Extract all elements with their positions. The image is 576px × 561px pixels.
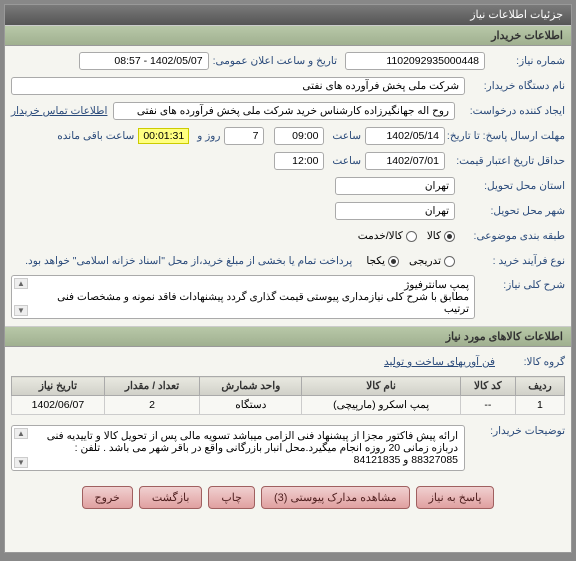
reply-button[interactable]: پاسخ به نیاز — [416, 486, 495, 509]
form-goods: گروه کالا: فن آوریهای ساخت و تولید ردیفک… — [5, 347, 571, 478]
days-suffix: روز و — [193, 130, 220, 142]
table-header: نام کالا — [302, 377, 460, 396]
window-title-bar: جزئیات اطلاعات نیاز — [5, 5, 571, 25]
payment-note: پرداخت تمام یا بخشی از مبلغ خرید،از محل … — [21, 255, 352, 267]
contact-link[interactable]: اطلاعات تماس خریدار — [11, 105, 107, 117]
subject-class-radios: کالا کالا/خدمت — [358, 230, 455, 242]
table-cell: 1402/06/07 — [12, 396, 105, 415]
scroll-up-icon[interactable]: ▲ — [14, 428, 28, 439]
scroll-arrows[interactable]: ▲ ▼ — [14, 278, 28, 316]
min-valid-time: 12:00 — [274, 152, 324, 170]
radio-dot-icon — [444, 231, 455, 242]
deliver-city-label: شهر محل تحویل: — [455, 205, 565, 217]
table-cell: 1 — [515, 396, 564, 415]
desc-textarea[interactable]: پمپ سانترفیوژ مطابق با شرح کلی نیازمداری… — [11, 275, 475, 319]
min-valid-label: حداقل تاریخ اعتبار قیمت: — [445, 155, 565, 167]
deliver-prov-label: استان محل تحویل: — [455, 180, 565, 192]
requester-value: روح اله جهانگیرزاده کارشناس خرید شرکت مل… — [113, 102, 455, 120]
radio-service[interactable]: کالا/خدمت — [358, 230, 417, 242]
min-valid-date: 1402/07/01 — [365, 152, 445, 170]
scroll-up-icon[interactable]: ▲ — [14, 278, 28, 289]
table-cell: -- — [460, 396, 515, 415]
radio-goods[interactable]: کالا — [427, 230, 455, 242]
scroll-down-icon[interactable]: ▼ — [14, 457, 28, 468]
time-label-2: ساعت — [328, 155, 361, 167]
window-title: جزئیات اطلاعات نیاز — [470, 9, 563, 21]
mfg-link[interactable]: فن آوریهای ساخت و تولید — [384, 356, 495, 368]
print-button[interactable]: چاپ — [208, 486, 255, 509]
radio-dot-icon — [406, 231, 417, 242]
deliver-city-value: تهران — [335, 202, 455, 220]
purchase-proc-radios: تدریجی یکجا — [366, 255, 455, 267]
need-no-value: 1102092935000448 — [345, 52, 485, 70]
buyer-org-value: شرکت ملی پخش فرآورده های نفتی — [11, 77, 465, 95]
goods-table: ردیفکد کالانام کالاواحد شمارشتعداد / مقد… — [11, 376, 565, 415]
table-header: ردیف — [515, 377, 564, 396]
notes-box[interactable]: ارائه پیش فاکتور مجزا از پیشنهاد فنی الز… — [11, 425, 465, 471]
purchase-proc-label: نوع فرآیند خرید : — [455, 255, 565, 267]
radio-twostage[interactable]: یکجا — [366, 255, 399, 267]
remain-suffix: ساعت باقی مانده — [53, 130, 134, 142]
deliver-prov-value: تهران — [335, 177, 455, 195]
section-buyer-info: اطلاعات خریدار — [5, 25, 571, 46]
radio-onestage[interactable]: تدریجی — [409, 255, 455, 267]
desc-label: شرح کلی نیاز: — [475, 275, 565, 291]
table-cell: 2 — [104, 396, 199, 415]
scroll-down-icon[interactable]: ▼ — [14, 305, 28, 316]
subject-class-label: طبقه بندی موضوعی: — [455, 230, 565, 242]
desc-text: پمپ سانترفیوژ مطابق با شرح کلی نیازمداری… — [17, 279, 469, 315]
requester-label: ایجاد کننده درخواست: — [455, 105, 565, 117]
need-no-label: شماره نیاز: — [485, 55, 565, 67]
days-left: 7 — [224, 127, 264, 145]
attachments-button[interactable]: مشاهده مدارک پیوستی (3) — [261, 486, 410, 509]
deadline-time: 09:00 — [274, 127, 324, 145]
time-label-1: ساعت — [328, 130, 361, 142]
notes-text: ارائه پیش فاکتور مجزا از پیشنهاد فنی الز… — [18, 430, 458, 466]
scroll-arrows[interactable]: ▲ ▼ — [14, 428, 28, 468]
main-window: جزئیات اطلاعات نیاز اطلاعات خریدار شماره… — [4, 4, 572, 553]
deadline-label: مهلت ارسال پاسخ: تا تاریخ: — [445, 130, 565, 142]
announce-value: 1402/05/07 - 08:57 — [79, 52, 209, 70]
form-buyer: شماره نیاز: 1102092935000448 تاریخ و ساع… — [5, 46, 571, 326]
deadline-date: 1402/05/14 — [365, 127, 445, 145]
buyer-org-label: نام دستگاه خریدار: — [465, 80, 565, 92]
radio-dot-icon — [444, 256, 455, 267]
table-row[interactable]: 1--پمپ اسکرو (مارپیچی)دستگاه21402/06/07 — [12, 396, 565, 415]
table-cell: دستگاه — [200, 396, 302, 415]
table-header: کد کالا — [460, 377, 515, 396]
section-goods-info: اطلاعات کالاهای مورد نیاز — [5, 326, 571, 347]
table-header: تعداد / مقدار — [104, 377, 199, 396]
table-header: واحد شمارش — [200, 377, 302, 396]
button-row: پاسخ به نیاز مشاهده مدارک پیوستی (3) چاپ… — [5, 478, 571, 517]
announce-label: تاریخ و ساعت اعلان عمومی: — [209, 55, 337, 67]
goods-group-label: گروه کالا: — [495, 356, 565, 368]
table-header: تاریخ نیاز — [12, 377, 105, 396]
back-button[interactable]: بازگشت — [139, 486, 203, 509]
exit-button[interactable]: خروج — [82, 486, 133, 509]
notes-label: توضیحات خریدار: — [465, 421, 565, 437]
radio-dot-icon — [388, 256, 399, 267]
table-cell: پمپ اسکرو (مارپیچی) — [302, 396, 460, 415]
countdown-timer: 00:01:31 — [138, 128, 189, 144]
